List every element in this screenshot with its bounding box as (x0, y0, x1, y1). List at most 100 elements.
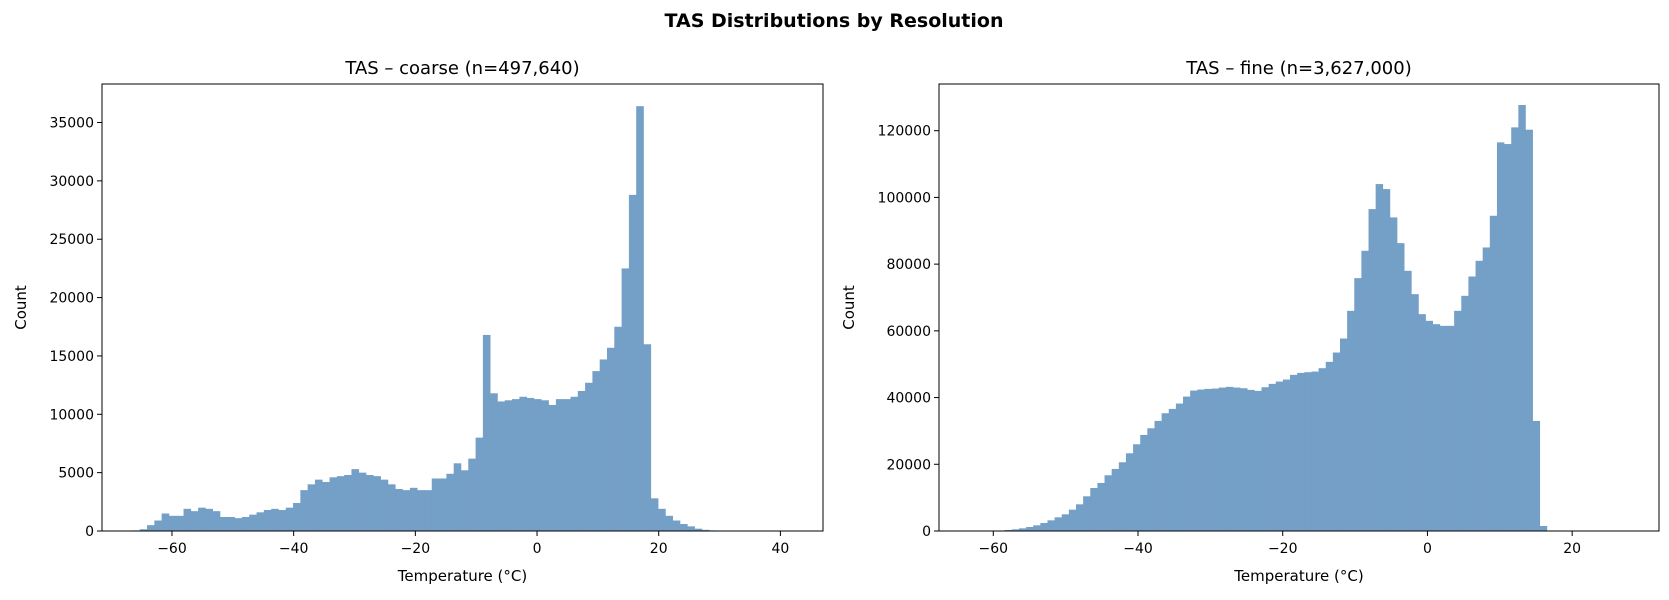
x-tick-label: 40 (771, 541, 789, 557)
x-tick-label: 0 (1423, 541, 1432, 557)
histogram-bar (1476, 261, 1483, 531)
x-tick-label: −40 (279, 541, 309, 557)
histogram-bar (687, 526, 695, 531)
histogram-bar (1133, 444, 1140, 531)
y-tick-label: 30000 (49, 174, 94, 190)
histogram-bar (1311, 372, 1318, 531)
histogram-bar (235, 518, 243, 531)
y-tick-label: 40000 (886, 391, 931, 407)
histogram-bar (1076, 504, 1083, 531)
histogram-bar (1269, 384, 1276, 531)
histogram-bar (1097, 483, 1104, 531)
histogram-bar (622, 268, 630, 531)
histogram-bar (1404, 271, 1411, 531)
histogram-bar (344, 475, 352, 531)
histogram-bar (461, 470, 469, 531)
histogram-bar (432, 478, 440, 531)
x-axis-label: Temperature (°C) (397, 567, 527, 585)
histogram-bar (271, 509, 279, 531)
y-tick-label: 100000 (878, 190, 931, 206)
histogram-bar (1026, 527, 1033, 531)
x-tick-label: 0 (533, 541, 542, 557)
histogram-bar (563, 399, 571, 531)
histogram-bar (439, 478, 447, 531)
histogram-bar (1276, 382, 1283, 531)
histogram-bar (1376, 184, 1383, 531)
histogram-bar (505, 400, 513, 531)
y-tick-label: 120000 (878, 124, 931, 140)
histogram-bar (1233, 388, 1240, 531)
histogram-bar (1326, 362, 1333, 531)
histogram-bar (176, 516, 184, 531)
histogram-bar (1226, 387, 1233, 531)
histogram-bar (1083, 496, 1090, 531)
histogram-bar (1361, 251, 1368, 531)
x-tick-label: −60 (157, 541, 187, 557)
histogram-bar (1497, 142, 1504, 531)
histogram-bar (1154, 421, 1161, 531)
histogram-bar (534, 399, 542, 531)
histogram-bar (1347, 311, 1354, 531)
histogram-bar (1340, 339, 1347, 531)
histogram-bar (1440, 326, 1447, 531)
histogram-bar (1511, 127, 1518, 531)
y-tick-label: 15000 (49, 349, 94, 365)
histogram-bar (373, 476, 381, 531)
histogram-bar (1212, 389, 1219, 531)
histogram-bar (483, 335, 491, 531)
histogram-bar (519, 397, 527, 531)
histogram-bar (315, 480, 323, 531)
histogram-bar (1169, 409, 1176, 531)
histogram-bar (1447, 326, 1454, 531)
histogram-bar (1247, 390, 1254, 531)
x-tick-label: −60 (978, 541, 1008, 557)
histogram-bar (1390, 217, 1397, 531)
histogram-bar (1333, 353, 1340, 531)
histogram-bar (242, 517, 250, 531)
histogram-bar (1162, 413, 1169, 531)
histogram-bar (1297, 373, 1304, 531)
histogram-bar (308, 484, 316, 531)
histogram-bar (337, 476, 345, 531)
histogram-bar (1047, 520, 1054, 531)
histogram-bar (403, 490, 411, 531)
histogram-bar (1219, 388, 1226, 531)
y-tick-label: 35000 (49, 116, 94, 132)
y-tick-label: 0 (922, 524, 931, 540)
histogram-bar (490, 393, 498, 531)
histogram-bar (614, 327, 622, 531)
histogram-bar (600, 359, 608, 531)
y-tick-label: 25000 (49, 232, 94, 248)
histogram-bar (446, 474, 454, 531)
x-tick-label: −20 (1268, 541, 1298, 557)
histogram-bar (1090, 488, 1097, 531)
histogram-bar (1140, 435, 1147, 531)
histogram-bar (1069, 510, 1076, 531)
histogram-bar (1369, 209, 1376, 531)
histogram-bar (410, 488, 418, 531)
y-tick-label: 10000 (49, 407, 94, 423)
histogram-bar (1490, 216, 1497, 531)
x-axis-label: Temperature (°C) (1233, 567, 1363, 585)
histogram-bar (1283, 380, 1290, 531)
histogram-bar (1525, 130, 1532, 531)
histogram-bar (1119, 462, 1126, 531)
figure-title: TAS Distributions by Resolution (665, 10, 1004, 32)
histogram-bar (424, 490, 432, 531)
histogram-bar (497, 401, 505, 531)
histogram-bar (227, 517, 235, 531)
histogram-bar (205, 509, 213, 531)
histogram-bar (644, 344, 652, 531)
histogram-bar (169, 516, 177, 531)
y-tick-label: 20000 (886, 457, 931, 473)
histogram-bar (476, 438, 484, 531)
histogram-bar (658, 509, 666, 531)
histogram-bar (527, 398, 535, 531)
histogram-bar (454, 463, 462, 531)
histogram-bar (191, 511, 199, 531)
histogram-bar (629, 195, 637, 531)
histogram-bar (651, 498, 659, 531)
